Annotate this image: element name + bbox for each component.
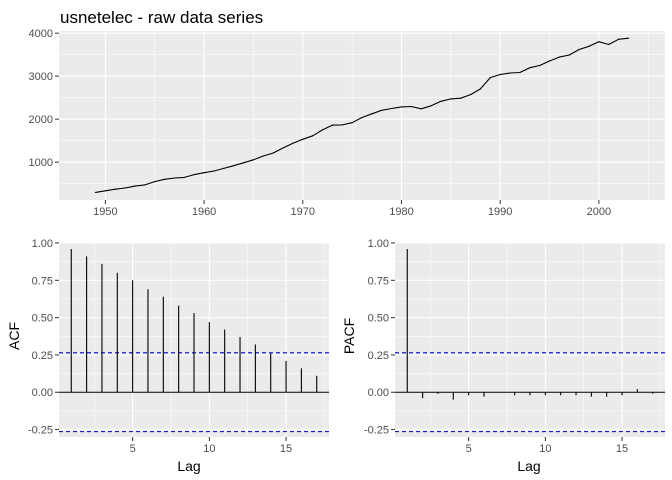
pacf-x-tick-label: 5: [466, 443, 472, 455]
series-point: [292, 142, 294, 144]
series-point: [509, 72, 511, 74]
series-point: [262, 155, 264, 157]
series-point: [469, 93, 472, 96]
series-point: [134, 185, 136, 187]
series-point: [193, 174, 195, 176]
series-point: [173, 177, 176, 179]
acf-y-tick-label: 0.25: [32, 350, 53, 362]
series-point: [489, 76, 491, 79]
series-point: [400, 106, 403, 108]
acf-y-tick-label: 0.75: [32, 275, 53, 287]
series-point: [381, 109, 383, 111]
acf-x-tick-label: 10: [203, 443, 215, 455]
series-point: [588, 45, 590, 47]
series-y-tick-label: 2000: [29, 114, 53, 126]
series-x-tick-label: 1980: [389, 206, 413, 218]
series-point: [578, 48, 580, 51]
pacf-x-tick-label: 15: [616, 443, 628, 455]
series-point: [460, 97, 462, 99]
series-point: [450, 98, 452, 100]
series-point: [282, 147, 284, 149]
plot-title: usnetelec - raw data series: [60, 8, 263, 27]
series-point: [164, 178, 166, 180]
pacf-x-tick-label: 10: [539, 443, 551, 455]
series-point: [272, 152, 274, 154]
series-point: [252, 159, 255, 161]
pacf-y-tick-label: 0.00: [368, 387, 389, 399]
series-x-tick-label: 1960: [192, 206, 216, 218]
pacf-y-tick-label: -0.25: [364, 425, 389, 437]
series-point: [114, 188, 116, 190]
series-point: [242, 162, 245, 164]
series-point: [203, 172, 205, 174]
series-point: [183, 176, 185, 179]
series-point: [213, 170, 215, 172]
series-point: [223, 167, 225, 169]
pacf-y-tick-label: 0.75: [368, 275, 389, 287]
acf-y-tick-label: -0.25: [28, 425, 53, 437]
acf-x-axis-title: Lag: [177, 458, 200, 474]
series-y-tick-label: 3000: [29, 71, 53, 83]
series-point: [539, 64, 541, 67]
acf-y-tick-label: 0.00: [32, 387, 53, 399]
series-x-tick-label: 1950: [93, 206, 117, 218]
pacf-panel-background: [395, 243, 665, 437]
acf-panel: 5 10 15 -0.25 0.00 0.25 0.50 0.75 1.00: [28, 238, 329, 455]
pacf-y-axis-title: PACF: [341, 318, 357, 354]
series-point: [499, 73, 501, 76]
series-point: [618, 38, 620, 40]
series-point: [233, 165, 235, 167]
series-point: [94, 191, 97, 194]
series-y-tick-label: 4000: [29, 28, 53, 40]
series-point: [371, 113, 373, 115]
series-x-tick-label: 1970: [291, 206, 315, 218]
series-point: [410, 105, 412, 108]
series-x-tick-label: 2000: [587, 206, 611, 218]
pacf-y-tick-label: 1.00: [368, 238, 389, 250]
series-point: [420, 108, 422, 110]
series-point: [529, 67, 531, 69]
series-point: [568, 54, 570, 56]
series-point: [627, 37, 630, 39]
series-point: [479, 88, 482, 90]
series-panel-background: [59, 31, 665, 200]
series-point: [124, 187, 126, 189]
series-point: [519, 71, 521, 74]
pacf-x-axis-title: Lag: [517, 458, 540, 474]
acf-x-tick-label: 5: [130, 443, 136, 455]
series-point: [361, 116, 363, 119]
acf-y-axis-title: ACF: [6, 322, 22, 350]
series-point: [598, 41, 600, 43]
series-point: [312, 135, 314, 137]
acf-y-tick-label: 0.50: [32, 313, 53, 325]
series-point: [144, 184, 146, 186]
series-point: [391, 107, 393, 110]
acf-x-tick-label: 15: [280, 443, 292, 455]
pacf-y-tick-label: 0.25: [368, 350, 389, 362]
series-point: [440, 100, 442, 102]
series-point: [351, 122, 353, 124]
pacf-y-tick-label: 0.50: [368, 313, 389, 325]
series-point: [104, 190, 106, 192]
pacf-panel: 5 10 15 -0.25 0.00 0.25 0.50 0.75 1.00: [364, 238, 665, 455]
series-point: [341, 124, 343, 126]
series-point: [302, 138, 304, 140]
acf-y-tick-label: 1.00: [32, 238, 53, 250]
series-point: [331, 124, 333, 126]
series-point: [608, 43, 610, 46]
series-point: [154, 181, 156, 183]
series-point: [430, 105, 432, 107]
series-point: [321, 129, 324, 131]
series-x-tick-label: 1990: [488, 206, 512, 218]
series-point: [558, 56, 560, 58]
series-point: [548, 60, 551, 62]
time-series-panel: 1950 1960 1970 1980 1990 2000 1000 2000 3000 4000: [29, 28, 665, 218]
series-y-tick-label: 1000: [29, 157, 53, 169]
